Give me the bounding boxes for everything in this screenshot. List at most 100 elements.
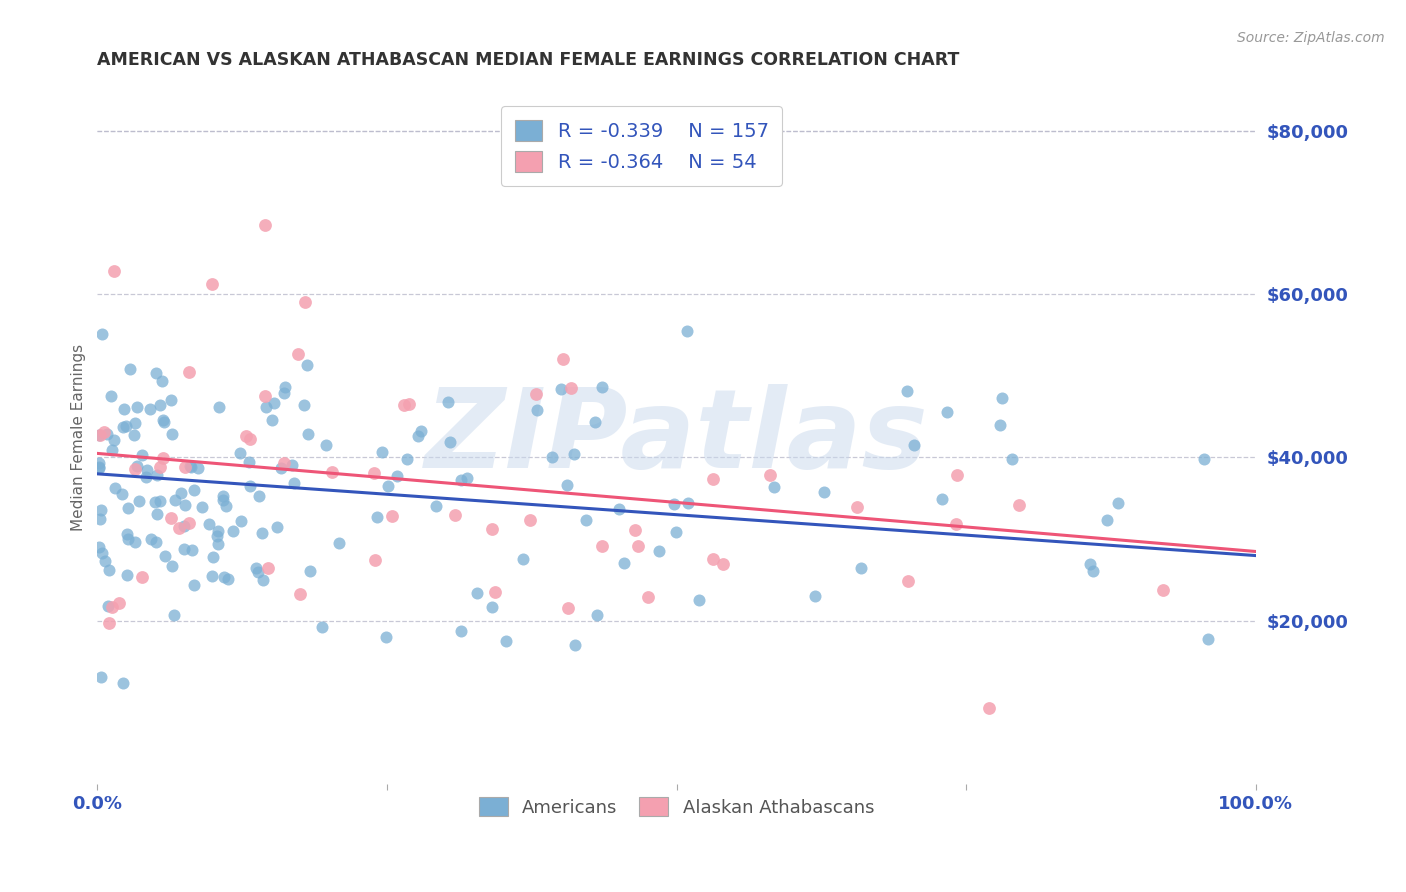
Point <box>813 485 835 500</box>
Point <box>152 412 174 426</box>
Point <box>214 570 236 584</box>
Point <box>180 460 202 475</box>
Point <box>127 400 149 414</box>
Point <box>173 459 195 474</box>
Point <box>112 676 135 690</box>
Point <box>208 401 231 415</box>
Point <box>283 475 305 490</box>
Point <box>897 574 920 589</box>
Point <box>1083 565 1105 579</box>
Point <box>97 599 120 613</box>
Point <box>103 433 125 447</box>
Point <box>526 402 548 417</box>
Point <box>179 365 201 379</box>
Point <box>207 537 229 551</box>
Point <box>627 539 650 553</box>
Point <box>239 479 262 493</box>
Text: Source: ZipAtlas.com: Source: ZipAtlas.com <box>1237 31 1385 45</box>
Point <box>124 427 146 442</box>
Point <box>586 608 609 623</box>
Point <box>100 389 122 403</box>
Point <box>321 466 343 480</box>
Point <box>90 546 112 560</box>
Point <box>591 380 613 394</box>
Point <box>575 513 598 527</box>
Point <box>160 511 183 525</box>
Point <box>396 452 419 467</box>
Point <box>117 526 139 541</box>
Point <box>160 392 183 407</box>
Point <box>665 525 688 540</box>
Point <box>128 494 150 508</box>
Point <box>551 352 574 367</box>
Point <box>235 428 257 442</box>
Point <box>298 565 321 579</box>
Point <box>149 398 172 412</box>
Point <box>254 218 277 232</box>
Point <box>295 359 318 373</box>
Point <box>555 477 578 491</box>
Point <box>160 426 183 441</box>
Point <box>274 380 297 394</box>
Point <box>163 607 186 622</box>
Point <box>101 443 124 458</box>
Point <box>759 468 782 483</box>
Point <box>377 478 399 492</box>
Point <box>280 458 302 472</box>
Point <box>117 500 139 515</box>
Point <box>1194 451 1216 466</box>
Point <box>87 459 110 474</box>
Point <box>931 492 953 507</box>
Point <box>550 382 572 396</box>
Point <box>392 398 415 412</box>
Point <box>101 599 124 614</box>
Point <box>311 620 333 634</box>
Point <box>560 380 582 394</box>
Point <box>94 554 117 568</box>
Point <box>173 542 195 557</box>
Point <box>111 487 134 501</box>
Point <box>247 489 270 503</box>
Point <box>170 486 193 500</box>
Point <box>118 362 141 376</box>
Point <box>425 500 447 514</box>
Point <box>98 616 121 631</box>
Point <box>1107 496 1129 510</box>
Point <box>315 438 337 452</box>
Point <box>174 498 197 512</box>
Point <box>124 535 146 549</box>
Point <box>662 497 685 511</box>
Point <box>96 427 118 442</box>
Point <box>702 472 724 486</box>
Point <box>103 264 125 278</box>
Point <box>541 450 564 465</box>
Point <box>124 416 146 430</box>
Point <box>591 539 613 553</box>
Point <box>153 415 176 429</box>
Point <box>294 294 316 309</box>
Point <box>87 461 110 475</box>
Point <box>125 458 148 473</box>
Point <box>136 463 159 477</box>
Point <box>207 524 229 539</box>
Point <box>1001 451 1024 466</box>
Point <box>1078 558 1101 572</box>
Point <box>179 459 201 474</box>
Point <box>849 560 872 574</box>
Point <box>143 494 166 508</box>
Point <box>676 496 699 510</box>
Point <box>239 432 262 446</box>
Point <box>115 418 138 433</box>
Point <box>297 426 319 441</box>
Point <box>89 512 111 526</box>
Point <box>273 385 295 400</box>
Point <box>366 510 388 524</box>
Point <box>266 520 288 534</box>
Point <box>711 558 734 572</box>
Point <box>87 428 110 442</box>
Point <box>165 493 187 508</box>
Point <box>201 277 224 291</box>
Point <box>252 525 274 540</box>
Point <box>89 428 111 442</box>
Point <box>231 514 253 528</box>
